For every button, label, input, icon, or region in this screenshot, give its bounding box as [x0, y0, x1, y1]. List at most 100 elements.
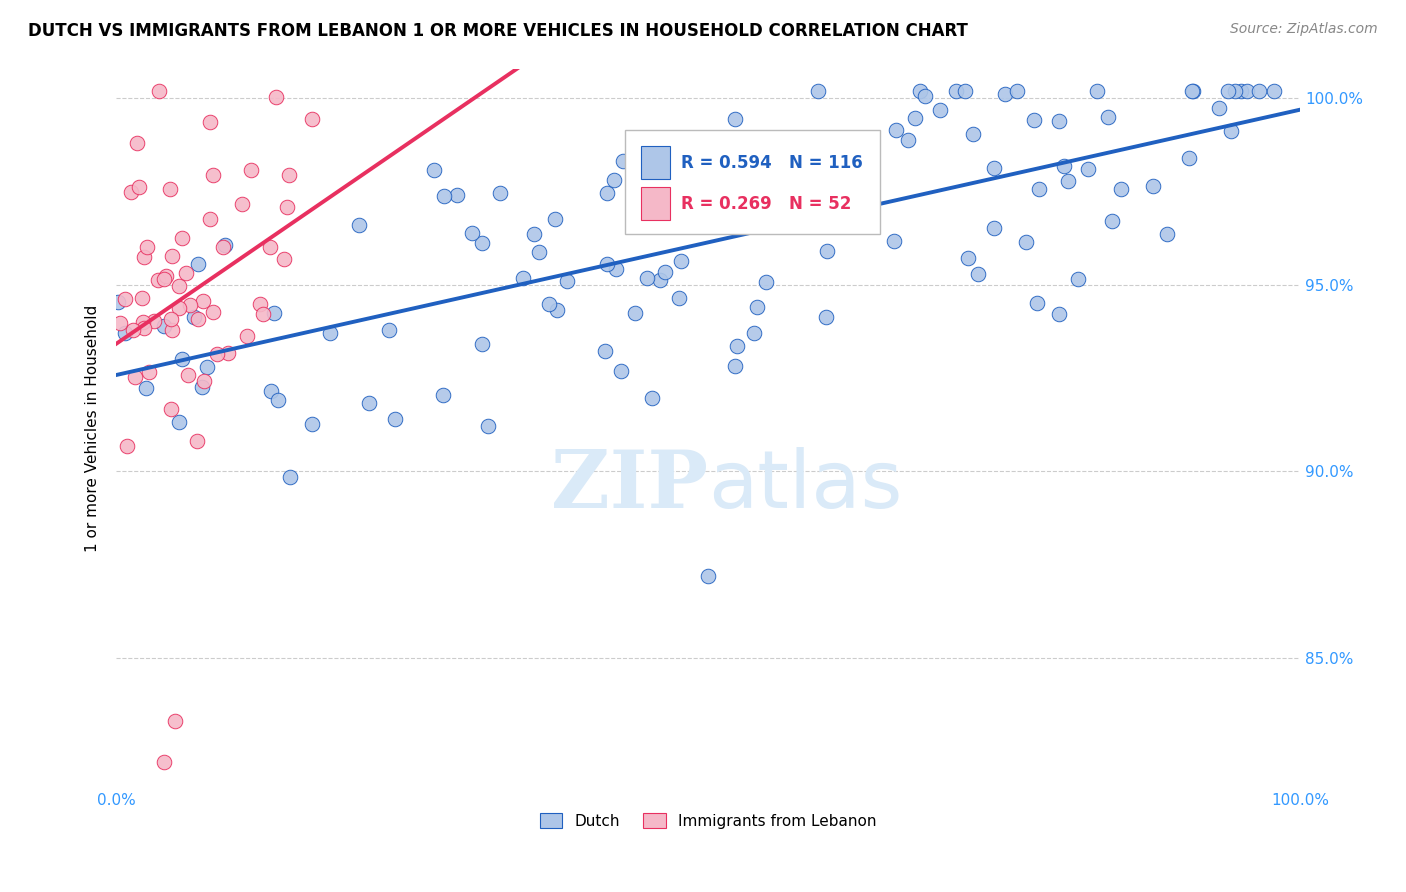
FancyBboxPatch shape [641, 187, 671, 219]
Point [152, 756, 174, 770]
Point [956, 252, 979, 266]
Point [1056, 174, 1078, 188]
Point [983, 161, 1005, 175]
Legend: Dutch, Immigrants from Lebanon: Dutch, Immigrants from Lebanon [533, 806, 883, 835]
Point [200, 211, 222, 226]
Point [301, 112, 323, 127]
Point [120, 185, 142, 199]
Point [195, 360, 218, 375]
Point [132, 321, 155, 335]
Point [1208, 101, 1230, 115]
Point [681, 144, 703, 158]
Point [143, 314, 166, 328]
Point [114, 326, 136, 340]
Point [202, 305, 225, 319]
Point [697, 205, 720, 219]
Point [884, 123, 907, 137]
Point [651, 219, 673, 234]
Point [742, 326, 765, 341]
Point [856, 181, 879, 195]
Point [186, 434, 208, 449]
Point [489, 186, 512, 201]
Point [384, 412, 406, 426]
Point [148, 84, 170, 98]
Point [983, 221, 1005, 235]
Point [612, 154, 634, 169]
Point [114, 293, 136, 307]
Point [347, 219, 370, 233]
Point [267, 392, 290, 407]
Point [131, 291, 153, 305]
Point [527, 244, 550, 259]
Point [824, 215, 846, 229]
Point [127, 136, 149, 150]
Point [724, 112, 747, 127]
Point [183, 310, 205, 325]
Point [697, 569, 720, 583]
Point [1247, 84, 1270, 98]
Point [1015, 235, 1038, 249]
Point [641, 391, 664, 405]
Point [640, 216, 662, 230]
Point [724, 359, 747, 374]
Point [134, 250, 156, 264]
Point [446, 188, 468, 202]
Point [135, 381, 157, 395]
Point [686, 197, 709, 211]
Y-axis label: 1 or more Vehicles in Household: 1 or more Vehicles in Household [86, 305, 100, 552]
Point [165, 714, 187, 729]
Point [1216, 84, 1239, 98]
Point [205, 346, 228, 360]
Point [187, 257, 209, 271]
Point [945, 84, 967, 98]
Point [1236, 84, 1258, 98]
Point [1067, 272, 1090, 286]
Point [159, 182, 181, 196]
FancyBboxPatch shape [626, 129, 880, 234]
Point [117, 439, 139, 453]
Point [263, 306, 285, 320]
Point [135, 240, 157, 254]
Point [783, 191, 806, 205]
Point [1220, 124, 1243, 138]
Point [725, 339, 748, 353]
Point [1085, 84, 1108, 98]
Point [1028, 182, 1050, 196]
Text: atlas: atlas [709, 447, 903, 525]
Text: DUTCH VS IMMIGRANTS FROM LEBANON 1 OR MORE VEHICLES IN HOUSEHOLD CORRELATION CHA: DUTCH VS IMMIGRANTS FROM LEBANON 1 OR MO… [28, 22, 967, 40]
Point [276, 200, 298, 214]
Point [187, 312, 209, 326]
Point [170, 351, 193, 366]
Point [160, 323, 183, 337]
Point [914, 88, 936, 103]
Point [190, 380, 212, 394]
Point [155, 268, 177, 283]
Point [897, 133, 920, 147]
Point [211, 240, 233, 254]
Point [471, 336, 494, 351]
Point [967, 267, 990, 281]
Point [357, 396, 380, 410]
Point [1049, 307, 1071, 321]
Point [239, 162, 262, 177]
Point [555, 274, 578, 288]
Point [160, 249, 183, 263]
Point [217, 345, 239, 359]
Point [172, 230, 194, 244]
Point [167, 278, 190, 293]
Point [193, 374, 215, 388]
Point [1263, 84, 1285, 98]
Point [636, 271, 658, 285]
Point [278, 168, 301, 182]
Point [160, 401, 183, 416]
Point [699, 178, 721, 192]
Point [724, 218, 747, 232]
Point [191, 294, 214, 309]
Point [433, 189, 456, 203]
Point [654, 264, 676, 278]
Point [1053, 159, 1076, 173]
Point [138, 365, 160, 379]
Point [177, 368, 200, 382]
Point [249, 296, 271, 310]
Point [121, 323, 143, 337]
